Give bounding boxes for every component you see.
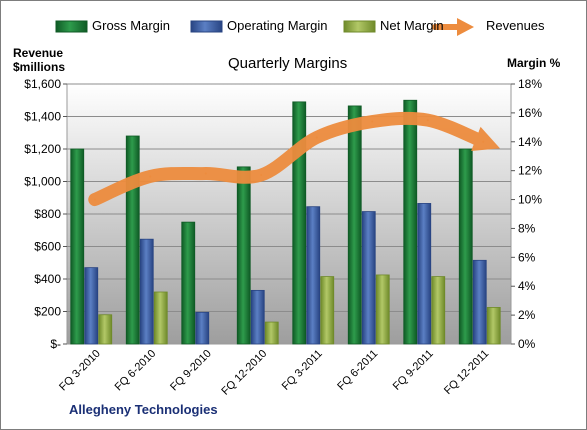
- left-tick-label: $600: [34, 240, 61, 254]
- category-label: FQ 9-2011: [391, 348, 436, 393]
- right-tick-label: 4%: [518, 279, 536, 293]
- revenues-point: [93, 198, 96, 201]
- revenues-point: [482, 140, 485, 143]
- category-label: FQ 6-2010: [113, 348, 159, 394]
- legend-swatch-net-margin: [343, 20, 376, 33]
- legend-label-net-margin: Net Margin: [380, 18, 444, 33]
- operating-margin-bar: [417, 203, 432, 345]
- net-margin-bar: [375, 274, 390, 345]
- revenues-point: [204, 172, 207, 175]
- right-tick-label: 0%: [518, 337, 536, 351]
- revenue-line-group: [88, 111, 501, 207]
- revenues-point: [315, 136, 318, 139]
- operating-margin-bar: [472, 259, 487, 345]
- left-tick-label: $1,400: [24, 110, 61, 124]
- left-tick-label: $400: [34, 272, 61, 286]
- left-tick-label: $200: [34, 305, 61, 319]
- right-tick-label: 10%: [518, 193, 542, 207]
- operating-margin-bar: [306, 206, 321, 345]
- left-tick-label: $1,600: [24, 77, 61, 91]
- revenues-point: [426, 119, 429, 122]
- net-margin-bar: [264, 321, 279, 345]
- operating-margin-bar: [195, 311, 210, 345]
- category-label: FQ 6-2011: [335, 348, 380, 393]
- category-label: FQ 12-2011: [442, 348, 491, 397]
- operating-margin-bar: [250, 289, 265, 345]
- operating-margin-bar: [139, 238, 154, 345]
- gross-margin-bar: [236, 166, 251, 345]
- right-tick-label: 2%: [518, 308, 536, 322]
- legend-label-revenues: Revenues: [486, 18, 545, 33]
- right-tick-label: 18%: [518, 77, 542, 91]
- operating-margin-bar: [84, 267, 99, 345]
- category-label: FQ 9-2010: [168, 348, 214, 394]
- gross-margin-bar: [125, 135, 140, 345]
- legend-swatch-gross-margin: [55, 20, 88, 33]
- left-axis-title-line2: $millions: [13, 60, 66, 74]
- right-tick-label: 6%: [518, 250, 536, 264]
- gross-margin-bar: [347, 105, 362, 345]
- left-axis-title-line1: Revenue: [13, 46, 64, 60]
- legend-label-gross-margin: Gross Margin: [92, 18, 171, 33]
- right-tick-label: 14%: [518, 135, 542, 149]
- net-margin-bar: [486, 307, 501, 345]
- chart-title: Quarterly Margins: [228, 55, 348, 72]
- right-axis-title: Margin %: [507, 56, 561, 70]
- legend-swatch-revenues: [432, 18, 474, 36]
- net-margin-bar: [153, 291, 168, 345]
- gross-margin-bar: [458, 148, 473, 345]
- legend-label-operating-margin: Operating Margin: [227, 18, 328, 33]
- right-tick-label: 8%: [518, 221, 536, 235]
- right-tick-label: 16%: [518, 106, 542, 120]
- gross-margin-bar: [292, 101, 307, 345]
- net-margin-bar: [98, 314, 113, 345]
- category-label: FQ 12-2010: [219, 348, 269, 398]
- category-label: FQ 3-2011: [280, 348, 325, 393]
- bar-marks: [70, 99, 501, 345]
- revenues-point: [371, 120, 374, 123]
- right-tick-label: 12%: [518, 164, 542, 178]
- net-margin-bar: [320, 276, 335, 345]
- company-name: Allegheny Technologies: [69, 402, 218, 417]
- revenues-point: [260, 174, 263, 176]
- left-tick-label: $800: [34, 207, 61, 221]
- left-tick-label: $1,200: [24, 142, 61, 156]
- left-tick-label: $-: [50, 337, 61, 351]
- category-label: FQ 3-2010: [57, 348, 103, 394]
- left-tick-label: $1,000: [24, 175, 61, 189]
- operating-margin-bar: [361, 211, 376, 345]
- revenues-line: [88, 111, 501, 207]
- gross-margin-bar: [181, 221, 196, 345]
- gross-margin-bar: [403, 99, 418, 345]
- net-margin-bar: [431, 276, 446, 345]
- legend-swatch-operating-margin: [190, 20, 223, 33]
- gross-margin-bar: [70, 148, 85, 345]
- revenues-point: [149, 175, 152, 178]
